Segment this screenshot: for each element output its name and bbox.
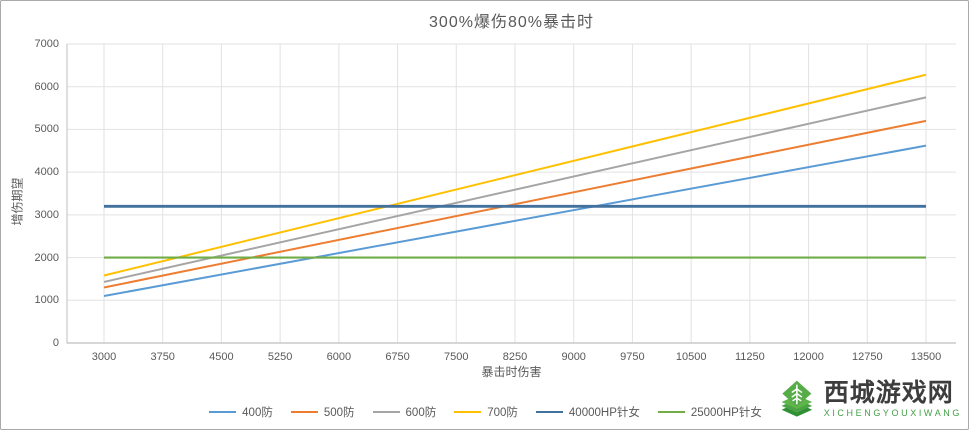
- wheat-layers-logo-icon: [781, 380, 813, 417]
- legend-line-swatch: [657, 411, 685, 413]
- x-tick-label: 4500: [209, 351, 234, 363]
- x-tick-label: 3750: [150, 351, 175, 363]
- legend-item-400防: 400防: [209, 404, 273, 420]
- series-line-700防: [103, 73, 927, 277]
- legend-item-500防: 500防: [290, 404, 355, 420]
- legend-label: 500防: [323, 407, 355, 419]
- legend-item-25000HP针女: 25000HP针女: [657, 404, 762, 420]
- series-line-400防: [103, 144, 927, 297]
- chart-legend: 400防 500防 600防 700防 40000HP针女 25000HP针女: [1, 404, 968, 420]
- x-tick-label: 12000: [793, 351, 824, 363]
- watermark-site-name-latin: XICHENGYOUXIWANG: [823, 407, 962, 418]
- legend-line-swatch: [454, 411, 482, 413]
- x-tick-label: 5250: [267, 351, 293, 363]
- watermark-text: 西城游戏网 XICHENGYOUXIWANG: [823, 378, 962, 418]
- y-axis-title: 增伤期望: [10, 177, 25, 226]
- y-tick-label: 4000: [34, 166, 59, 179]
- legend-label: 600防: [405, 407, 437, 419]
- legend-item-40000HP针女: 40000HP针女: [535, 404, 640, 420]
- legend-line-swatch: [290, 411, 318, 413]
- watermark: 西城游戏网 XICHENGYOUXIWANG: [769, 370, 966, 428]
- legend-label: 25000HP针女: [690, 407, 762, 419]
- x-tick-label: 7500: [444, 351, 469, 363]
- x-tick-label: 10500: [675, 351, 707, 363]
- legend-line-swatch: [535, 411, 563, 413]
- y-tick-label: 0: [52, 337, 59, 349]
- x-tick-label: 13500: [910, 351, 942, 363]
- legend-line-swatch: [372, 411, 400, 413]
- y-tick-label: 3000: [34, 208, 59, 221]
- x-tick-label: 3000: [91, 351, 117, 363]
- x-tick-label: 12750: [851, 351, 883, 363]
- y-tick-label: 7000: [34, 38, 59, 50]
- x-axis-title: 暴击时伤害: [481, 365, 542, 379]
- x-tick-label: 9000: [561, 351, 586, 363]
- watermark-site-name: 西城游戏网: [823, 378, 954, 407]
- x-tick-label: 9750: [620, 351, 645, 363]
- y-tick-label: 6000: [34, 80, 59, 93]
- legend-line-swatch: [209, 411, 237, 413]
- y-tick-label: 2000: [34, 251, 59, 264]
- x-tick-label: 6750: [385, 351, 410, 363]
- series-line-600防: [103, 96, 927, 283]
- x-tick-label: 8250: [502, 351, 528, 363]
- x-tick-label: 11250: [734, 351, 765, 363]
- legend-item-700防: 700防: [454, 404, 518, 420]
- legend-label: 700防: [487, 407, 518, 419]
- y-tick-label: 1000: [34, 294, 59, 307]
- chart-title: 300%爆伤80%暴击时: [429, 14, 594, 31]
- legend-label: 400防: [242, 407, 273, 419]
- legend-label: 40000HP针女: [568, 407, 640, 419]
- legend-item-600防: 600防: [372, 404, 437, 420]
- series-line-500防: [103, 119, 927, 289]
- x-tick-label: 6000: [326, 351, 352, 363]
- y-tick-label: 5000: [34, 123, 59, 136]
